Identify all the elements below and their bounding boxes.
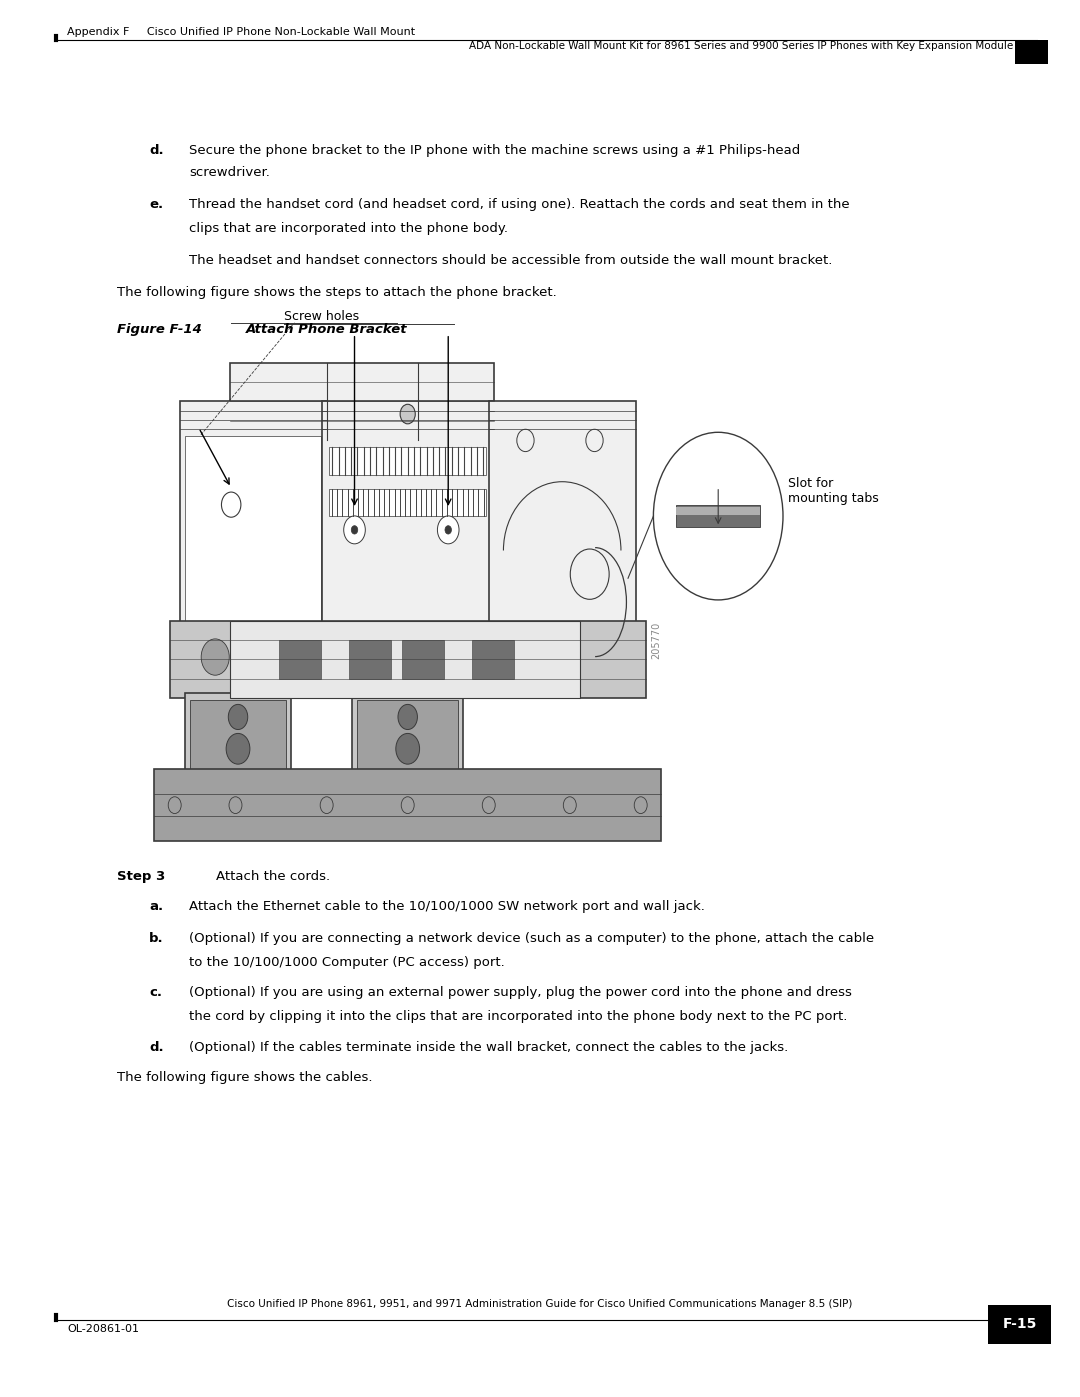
Text: 205770: 205770 — [651, 622, 661, 659]
Circle shape — [653, 432, 783, 599]
Text: Appendix F     Cisco Unified IP Phone Non-Lockable Wall Mount: Appendix F Cisco Unified IP Phone Non-Lo… — [67, 27, 415, 36]
Text: Step 3: Step 3 — [117, 870, 165, 883]
Bar — [170, 622, 646, 697]
Bar — [322, 401, 494, 631]
Text: clips that are incorporated into the phone body.: clips that are incorporated into the pho… — [189, 222, 508, 235]
Bar — [280, 640, 321, 679]
Bar — [472, 640, 513, 679]
Bar — [185, 436, 321, 624]
Bar — [489, 401, 636, 631]
Text: Attach Phone Bracket: Attach Phone Bracket — [246, 323, 408, 335]
Bar — [357, 700, 458, 773]
Text: d.: d. — [149, 144, 164, 156]
Text: c.: c. — [149, 986, 162, 999]
Text: The headset and handset connectors should be accessible from outside the wall mo: The headset and handset connectors shoul… — [189, 254, 833, 267]
Text: e.: e. — [149, 198, 163, 211]
Text: (Optional) If you are connecting a network device (such as a computer) to the ph: (Optional) If you are connecting a netwo… — [189, 932, 874, 944]
Bar — [230, 363, 494, 440]
Text: ADA Non-Lockable Wall Mount Kit for 8961 Series and 9900 Series IP Phones with K: ADA Non-Lockable Wall Mount Kit for 8961… — [469, 41, 1013, 52]
Text: to the 10/100/1000 Computer (PC access) port.: to the 10/100/1000 Computer (PC access) … — [189, 956, 504, 968]
Circle shape — [228, 704, 247, 729]
Bar — [185, 693, 292, 780]
Bar — [352, 693, 463, 780]
Text: b.: b. — [149, 932, 164, 944]
Circle shape — [437, 515, 459, 543]
Bar — [329, 447, 486, 475]
Text: d.: d. — [149, 1041, 164, 1053]
Text: The following figure shows the cables.: The following figure shows the cables. — [117, 1071, 373, 1084]
Text: Attach the Ethernet cable to the 10/100/1000 SW network port and wall jack.: Attach the Ethernet cable to the 10/100/… — [189, 900, 705, 912]
Bar — [322, 624, 494, 638]
Text: Attach the cords.: Attach the cords. — [216, 870, 330, 883]
Bar — [676, 504, 760, 527]
Circle shape — [343, 515, 365, 543]
Text: (Optional) If the cables terminate inside the wall bracket, connect the cables t: (Optional) If the cables terminate insid… — [189, 1041, 788, 1053]
Bar — [179, 401, 326, 631]
Circle shape — [226, 733, 249, 764]
Bar — [329, 489, 486, 515]
Circle shape — [400, 404, 415, 423]
Bar — [190, 700, 286, 773]
Text: The following figure shows the steps to attach the phone bracket.: The following figure shows the steps to … — [117, 286, 556, 299]
Bar — [179, 624, 326, 638]
Text: Cisco Unified IP Phone 8961, 9951, and 9971 Administration Guide for Cisco Unifi: Cisco Unified IP Phone 8961, 9951, and 9… — [227, 1299, 853, 1309]
Text: Thread the handset cord (and headset cord, if using one). Reattach the cords and: Thread the handset cord (and headset cor… — [189, 198, 850, 211]
Circle shape — [395, 733, 419, 764]
Bar — [230, 622, 580, 697]
Circle shape — [397, 704, 417, 729]
Text: the cord by clipping it into the clips that are incorporated into the phone body: the cord by clipping it into the clips t… — [189, 1010, 848, 1023]
Bar — [988, 1305, 1051, 1344]
Circle shape — [445, 525, 451, 534]
Text: a.: a. — [149, 900, 163, 912]
Bar — [402, 640, 444, 679]
Bar — [154, 770, 661, 841]
Text: Figure F-14: Figure F-14 — [117, 323, 202, 335]
Circle shape — [201, 638, 229, 675]
Text: Slot for
mounting tabs: Slot for mounting tabs — [788, 476, 879, 504]
Bar — [349, 640, 391, 679]
Bar — [1015, 39, 1048, 63]
Text: F-15: F-15 — [1002, 1317, 1037, 1331]
Text: Screw holes: Screw holes — [284, 310, 359, 323]
Text: screwdriver.: screwdriver. — [189, 166, 270, 179]
Circle shape — [351, 525, 357, 534]
Text: OL-20861-01: OL-20861-01 — [67, 1324, 139, 1334]
Bar — [676, 507, 760, 515]
Text: Secure the phone bracket to the IP phone with the machine screws using a #1 Phil: Secure the phone bracket to the IP phone… — [189, 144, 800, 156]
Text: (Optional) If you are using an external power supply, plug the power cord into t: (Optional) If you are using an external … — [189, 986, 852, 999]
